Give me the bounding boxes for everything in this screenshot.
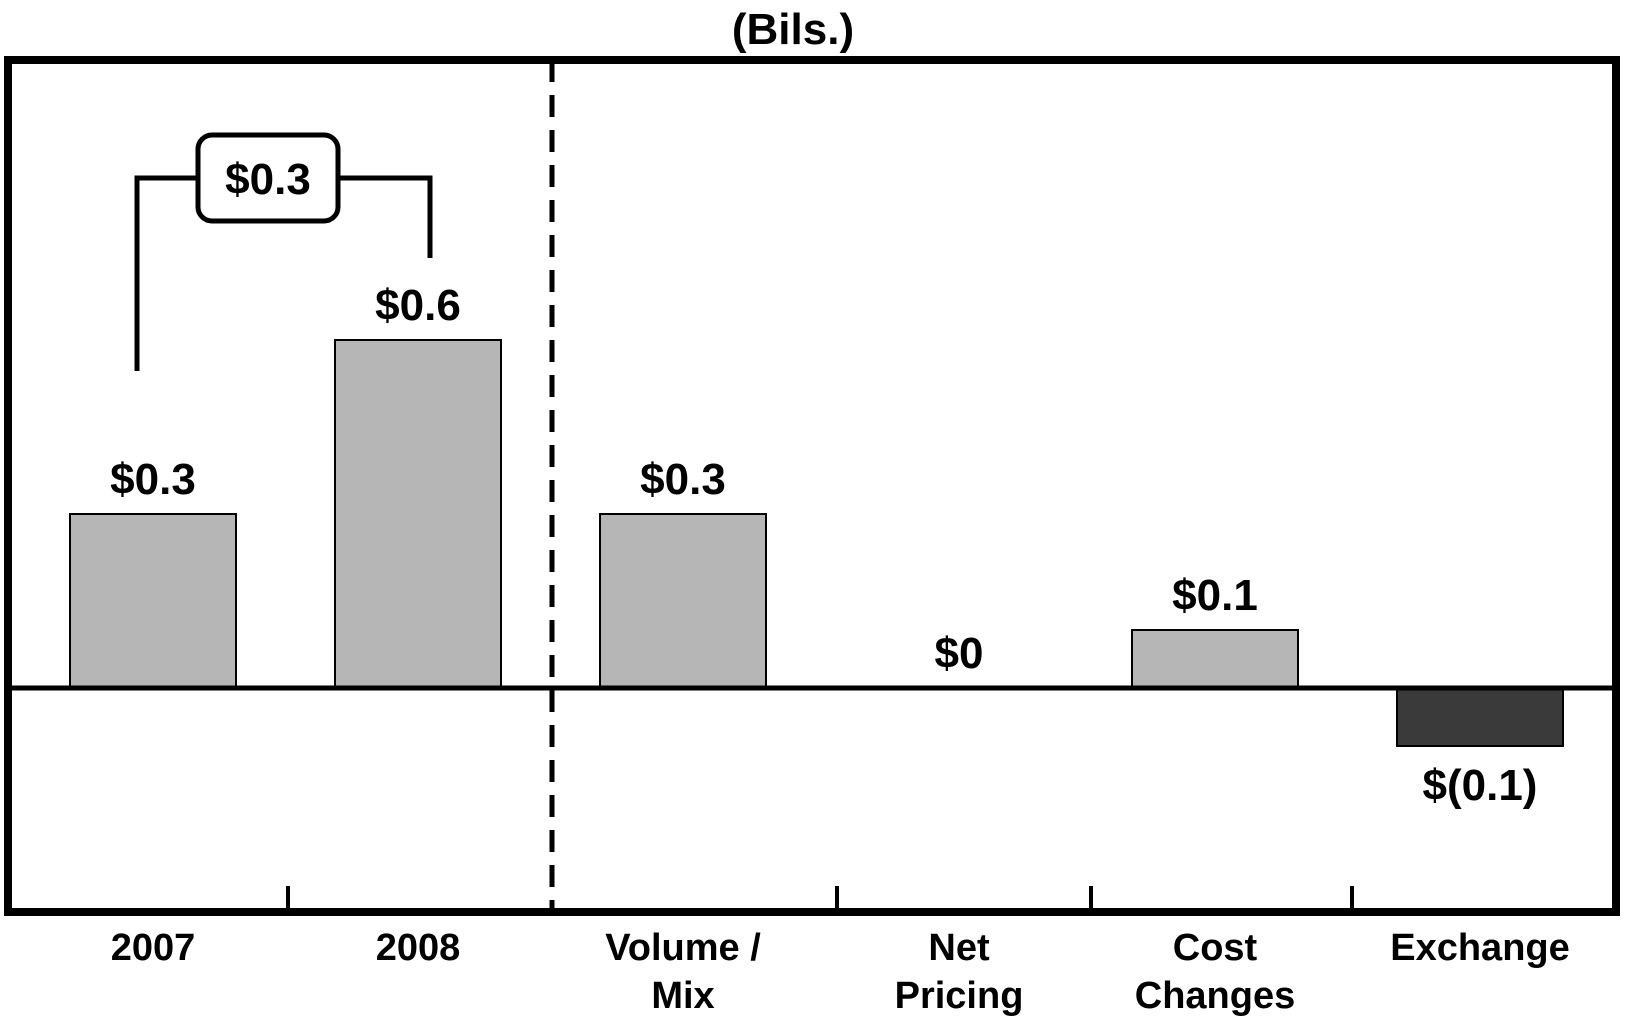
data-label: $0.6 bbox=[375, 281, 461, 330]
category-label: Pricing bbox=[895, 975, 1024, 1017]
category-label: Volume / bbox=[605, 927, 761, 969]
plot-area: $0.3 $0.6 $0.3 $0 $0.1 $(0.1) 2007 2008 Volume /… bbox=[4, 56, 1620, 1017]
plot-frame bbox=[4, 56, 1620, 916]
category-label: Mix bbox=[651, 975, 714, 1017]
bar bbox=[69, 513, 237, 689]
category-label: Net bbox=[928, 927, 990, 969]
data-label: $0 bbox=[935, 629, 984, 678]
change-annotation-box bbox=[195, 132, 341, 224]
chart-unit-label: (Bils.) bbox=[732, 5, 854, 54]
data-label: $0.1 bbox=[1172, 571, 1258, 620]
category-label: Changes bbox=[1135, 975, 1295, 1017]
bar bbox=[599, 513, 767, 689]
bar bbox=[1396, 687, 1564, 747]
bar bbox=[1131, 629, 1299, 689]
bar bbox=[334, 339, 502, 689]
data-label: $0.3 bbox=[110, 455, 196, 504]
category-label: 2007 bbox=[111, 927, 196, 969]
category-label: Cost bbox=[1173, 927, 1258, 969]
data-label: $(0.1) bbox=[1423, 761, 1538, 810]
change-annotation-label: $0.3 bbox=[225, 155, 311, 204]
category-label: 2008 bbox=[376, 927, 461, 969]
data-label: $0.3 bbox=[640, 455, 726, 504]
category-label: Exchange bbox=[1390, 927, 1570, 969]
